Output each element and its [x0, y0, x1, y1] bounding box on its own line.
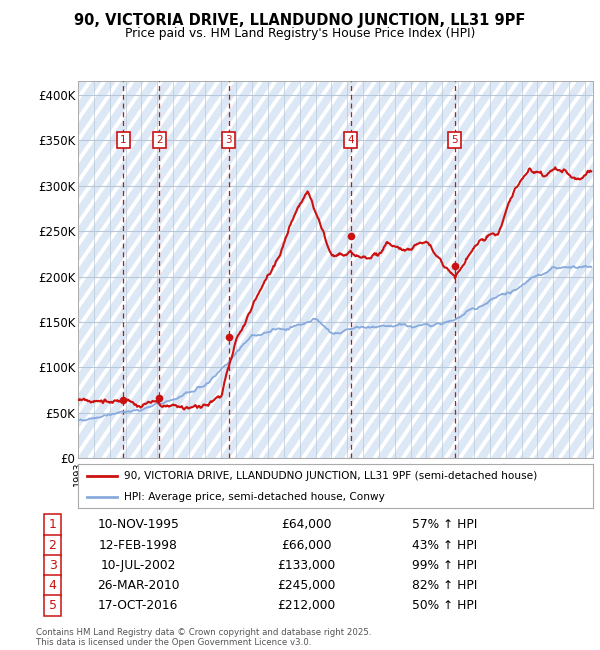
Text: 12-FEB-1998: 12-FEB-1998	[98, 539, 178, 552]
Text: 57% ↑ HPI: 57% ↑ HPI	[412, 519, 477, 532]
Text: 1: 1	[120, 135, 127, 146]
Text: 3: 3	[226, 135, 232, 146]
Text: 3: 3	[49, 559, 56, 572]
Text: 17-OCT-2016: 17-OCT-2016	[98, 599, 178, 612]
Text: This data is licensed under the Open Government Licence v3.0.: This data is licensed under the Open Gov…	[36, 638, 311, 647]
Text: 50% ↑ HPI: 50% ↑ HPI	[412, 599, 477, 612]
Text: 5: 5	[49, 599, 56, 612]
Text: £212,000: £212,000	[277, 599, 335, 612]
Text: 4: 4	[347, 135, 354, 146]
Text: 26-MAR-2010: 26-MAR-2010	[97, 579, 179, 592]
Text: Price paid vs. HM Land Registry's House Price Index (HPI): Price paid vs. HM Land Registry's House …	[125, 27, 475, 40]
Text: 2: 2	[156, 135, 163, 146]
Text: £245,000: £245,000	[277, 579, 335, 592]
Text: 2: 2	[49, 539, 56, 552]
Text: £66,000: £66,000	[281, 539, 332, 552]
Text: 90, VICTORIA DRIVE, LLANDUDNO JUNCTION, LL31 9PF: 90, VICTORIA DRIVE, LLANDUDNO JUNCTION, …	[74, 13, 526, 28]
Text: HPI: Average price, semi-detached house, Conwy: HPI: Average price, semi-detached house,…	[124, 492, 385, 502]
Text: 90, VICTORIA DRIVE, LLANDUDNO JUNCTION, LL31 9PF (semi-detached house): 90, VICTORIA DRIVE, LLANDUDNO JUNCTION, …	[124, 471, 538, 480]
Text: 1: 1	[49, 519, 56, 532]
Text: Contains HM Land Registry data © Crown copyright and database right 2025.: Contains HM Land Registry data © Crown c…	[36, 628, 371, 637]
Text: 43% ↑ HPI: 43% ↑ HPI	[412, 539, 477, 552]
Text: 4: 4	[49, 579, 56, 592]
Text: 10-NOV-1995: 10-NOV-1995	[97, 519, 179, 532]
Text: 10-JUL-2002: 10-JUL-2002	[100, 559, 176, 572]
Text: 5: 5	[452, 135, 458, 146]
Text: £133,000: £133,000	[277, 559, 335, 572]
Text: 82% ↑ HPI: 82% ↑ HPI	[412, 579, 477, 592]
Text: 99% ↑ HPI: 99% ↑ HPI	[412, 559, 477, 572]
Text: £64,000: £64,000	[281, 519, 332, 532]
